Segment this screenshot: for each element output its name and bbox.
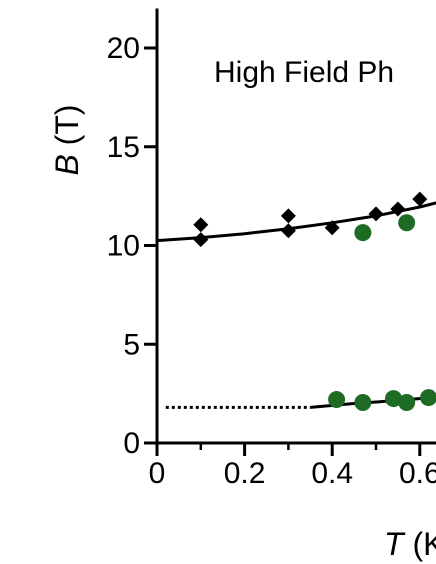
x-axis-symbol: T xyxy=(384,526,406,562)
x-axis-unit: (K xyxy=(404,526,436,562)
y-tick-label: 10 xyxy=(107,230,140,263)
diamond-marker xyxy=(412,191,428,207)
diamond-marker xyxy=(193,217,209,233)
circle-marker xyxy=(398,214,416,232)
chart-annotation: High Field Ph xyxy=(214,56,394,89)
circle-marker xyxy=(385,390,403,408)
diamond-marker xyxy=(324,220,340,236)
diamond-marker xyxy=(193,232,209,248)
axes: 0 5 10 15 20 0 0.2 0.4 0.6 xyxy=(107,8,436,490)
x-tick-label: 0.4 xyxy=(311,457,353,490)
diamond-marker xyxy=(280,223,296,239)
fit-line-solid xyxy=(156,201,436,243)
y-tick-label: 15 xyxy=(107,131,140,164)
x-tick-label: 0.6 xyxy=(399,457,436,490)
y-tick-label: 20 xyxy=(107,32,140,65)
y-axis-label: B (T) xyxy=(49,104,85,175)
circle-marker xyxy=(398,394,416,412)
y-tick-label: 0 xyxy=(123,427,140,460)
diamond-marker xyxy=(368,206,384,222)
x-tick-label: 0 xyxy=(149,457,166,490)
circle-marker xyxy=(420,389,436,407)
y-tick-label: 5 xyxy=(123,328,140,361)
circle-marker xyxy=(354,394,372,412)
diamond-marker xyxy=(280,208,296,224)
circle-marker xyxy=(354,224,372,242)
diamond-marker xyxy=(390,201,406,217)
x-axis-label: T (K xyxy=(384,526,436,562)
data-markers xyxy=(193,191,436,412)
y-axis-unit: (T) xyxy=(49,104,85,154)
y-axis-symbol: B xyxy=(49,154,85,175)
x-tick-label: 0.2 xyxy=(224,457,266,490)
circle-marker xyxy=(328,391,346,409)
